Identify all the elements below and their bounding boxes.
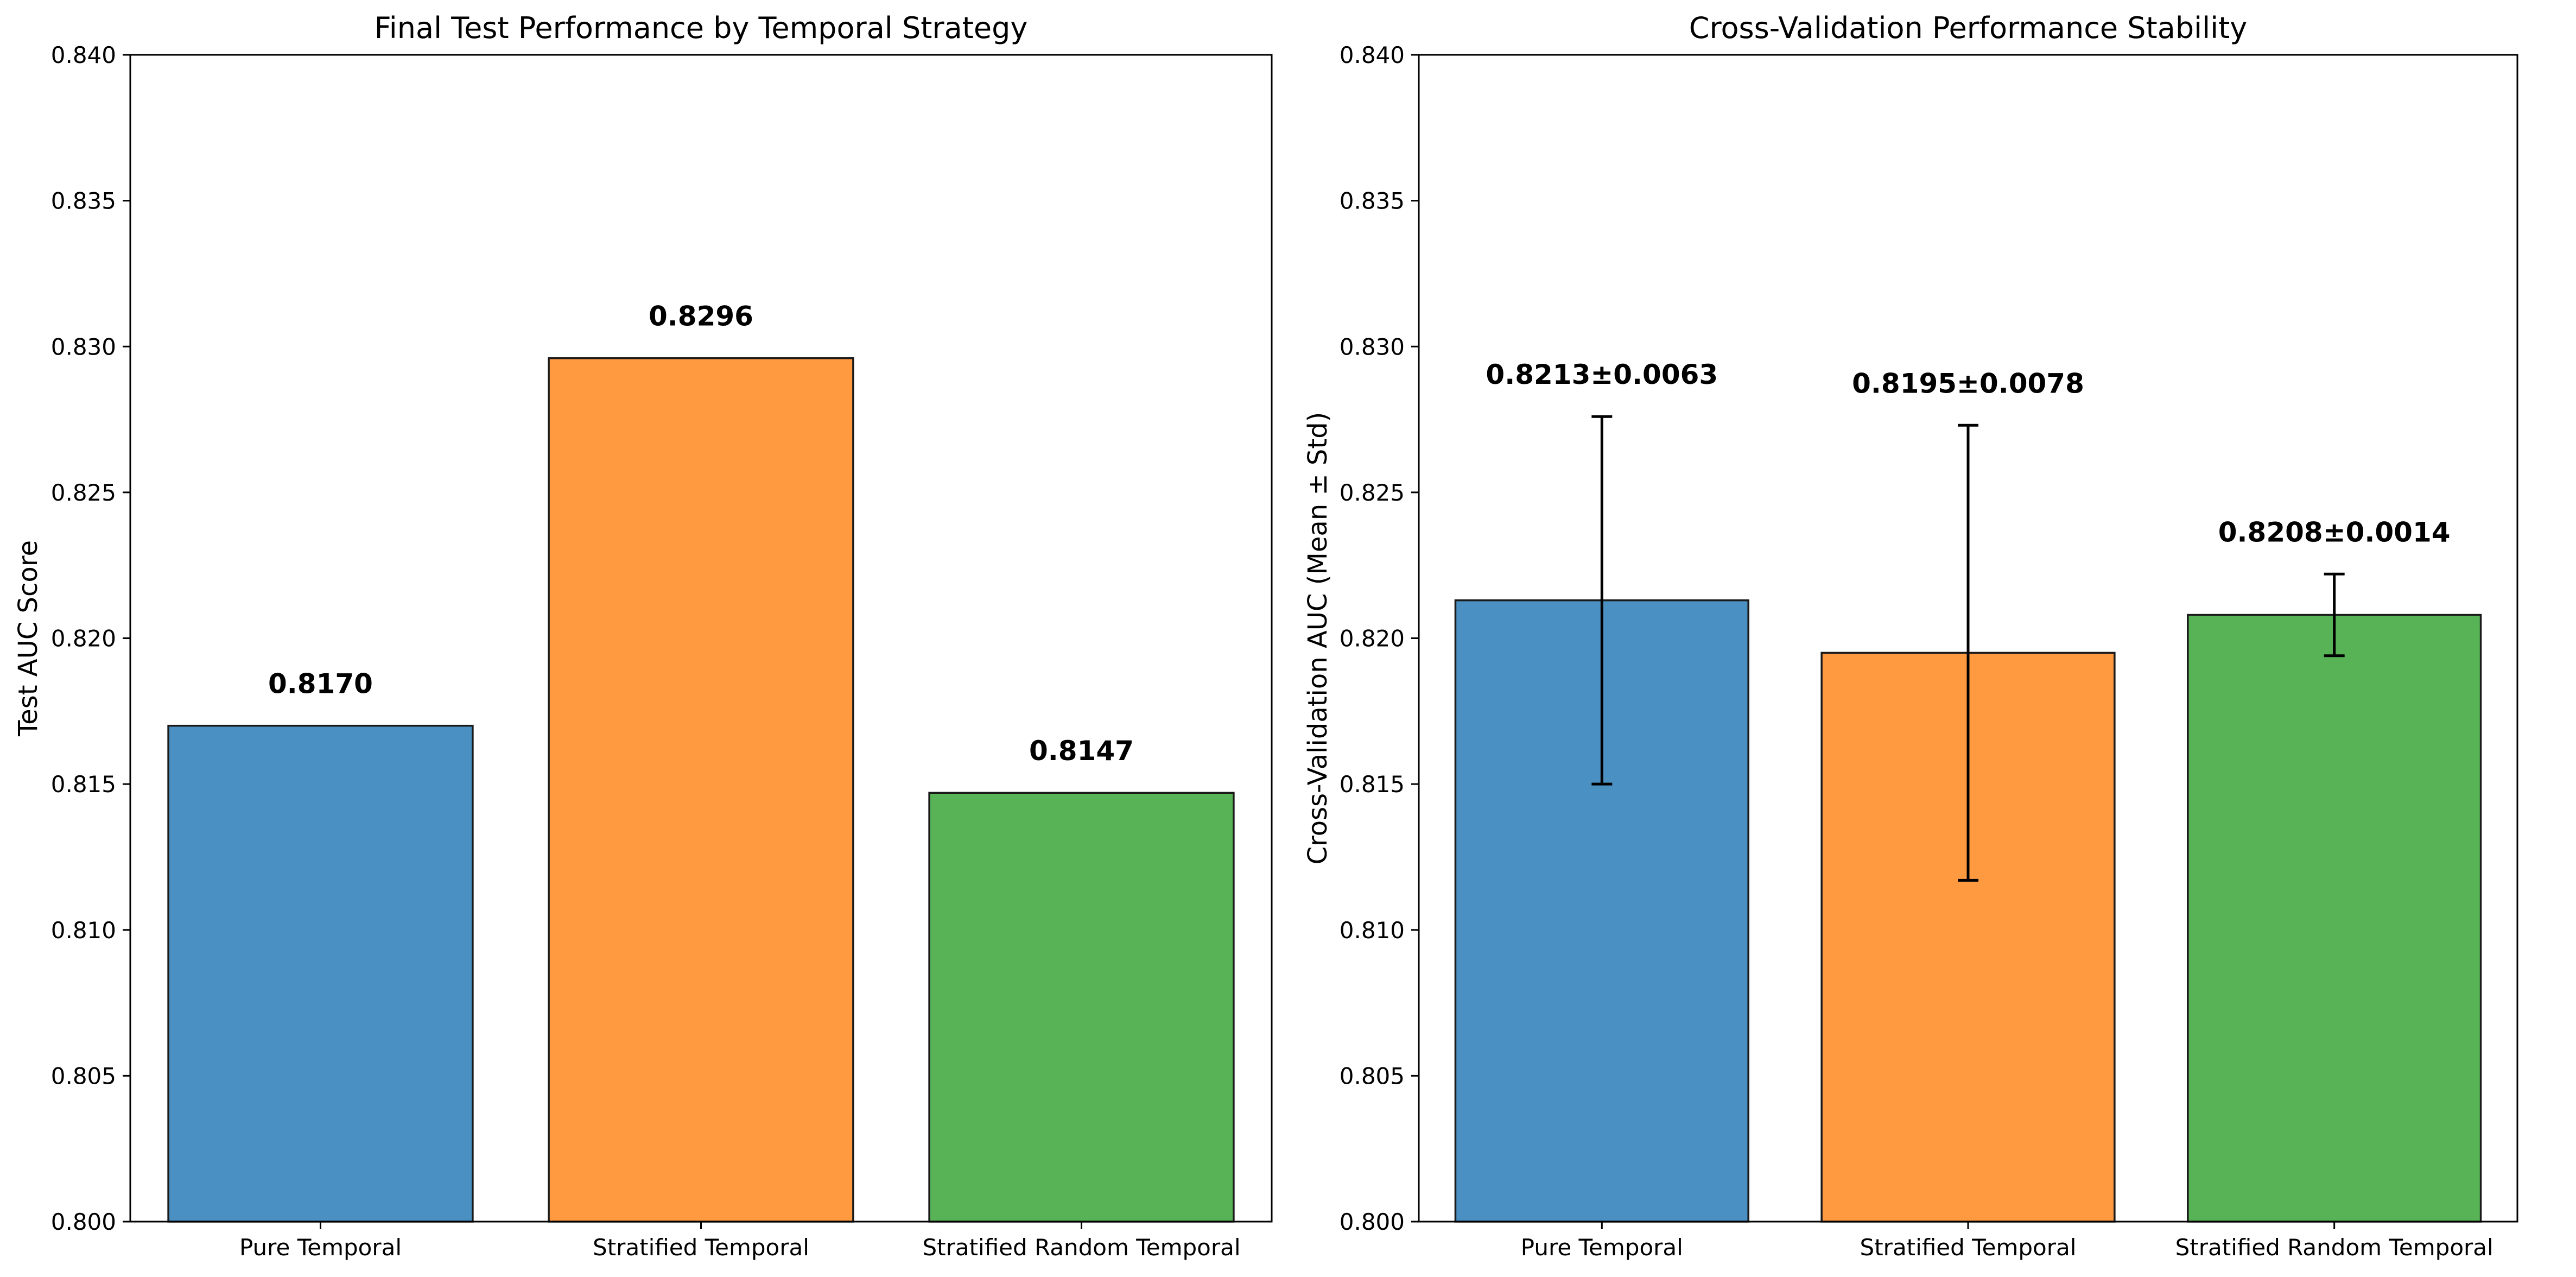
y-tick-label: 0.820 — [51, 625, 116, 652]
bar-3 — [2187, 614, 2482, 1223]
y-tick-label: 0.830 — [51, 333, 116, 360]
chart-panel-1: 0.8170 0.8296 0.8147 0.800 0.805 0.810 0.815 0.… — [13, 11, 1273, 1261]
chart-title: Final Test Performance by Temporal Strat… — [375, 11, 1028, 45]
data-label-1: 0.8213±0.0063 — [1486, 359, 1718, 390]
x-tick-label: Stratified Temporal — [593, 1234, 809, 1261]
data-label-3: 0.8147 — [1029, 735, 1134, 767]
bar-1 — [167, 724, 474, 1223]
y-tick-label: 0.820 — [1340, 625, 1405, 652]
bar-3 — [928, 792, 1235, 1223]
data-label-2: 0.8296 — [649, 301, 753, 332]
y-tick-label: 0.840 — [51, 42, 116, 68]
y-tick-label: 0.835 — [51, 188, 116, 214]
chart-title: Cross-Validation Performance Stability — [1689, 11, 2247, 45]
x-tick-label: Stratified Temporal — [1860, 1234, 2077, 1261]
y-tick-label: 0.825 — [1340, 479, 1405, 506]
y-tick-label: 0.815 — [51, 771, 116, 798]
x-tick-label: Stratified Random Temporal — [922, 1234, 1240, 1261]
y-tick-label: 0.840 — [1340, 42, 1405, 68]
x-tick-label: Pure Temporal — [1521, 1234, 1683, 1261]
y-tick-label: 0.805 — [51, 1063, 116, 1089]
y-tick-label: 0.800 — [51, 1209, 116, 1235]
y-axis-label: Test AUC Score — [13, 540, 43, 737]
data-label-1: 0.8170 — [268, 668, 373, 700]
chart-panel-2: 0.8213±0.0063 0.8195±0.0078 0.8208±0.0014 0… — [1303, 11, 2518, 1261]
x-tick-label: Stratified Random Temporal — [2175, 1234, 2493, 1261]
y-tick-label: 0.805 — [1340, 1063, 1405, 1089]
y-tick-label: 0.800 — [1340, 1209, 1405, 1235]
bar-2 — [548, 357, 854, 1223]
y-axis-label: Cross-Validation AUC (Mean ± Std) — [1303, 412, 1333, 865]
y-tick-label: 0.835 — [1340, 188, 1405, 214]
x-tick-label: Pure Temporal — [239, 1234, 402, 1261]
y-tick-label: 0.810 — [51, 917, 116, 944]
y-tick-label: 0.815 — [1340, 771, 1405, 798]
y-tick-label: 0.810 — [1340, 917, 1405, 944]
y-tick-label: 0.830 — [1340, 333, 1405, 360]
data-label-3: 0.8208±0.0014 — [2218, 516, 2451, 548]
y-tick-label: 0.825 — [51, 479, 116, 506]
data-label-2: 0.8195±0.0078 — [1852, 368, 2084, 399]
